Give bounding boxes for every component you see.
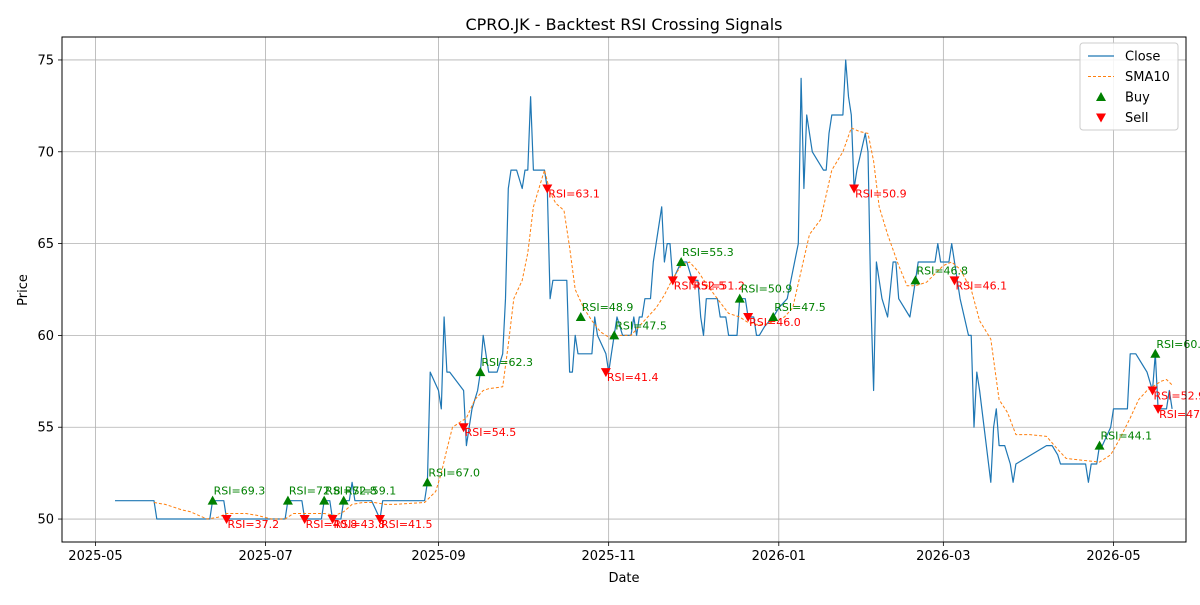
x-tick-label: 2025-05 bbox=[68, 549, 122, 564]
y-tick-label: 75 bbox=[37, 53, 54, 68]
plot-frame bbox=[61, 36, 1187, 543]
x-tick-label: 2026-05 bbox=[1086, 549, 1140, 564]
buy-signal-label: RSI=50.9 bbox=[741, 283, 793, 296]
sell-signal-label: RSI=54.5 bbox=[465, 426, 517, 439]
y-tick-label: 55 bbox=[37, 421, 54, 436]
y-axis-label: Price bbox=[16, 274, 31, 306]
buy-marker bbox=[910, 275, 921, 285]
x-tick-label: 2025-09 bbox=[411, 549, 465, 564]
buy-marker bbox=[338, 495, 349, 505]
legend-sell-marker bbox=[1096, 113, 1106, 123]
y-tick-label: 60 bbox=[37, 329, 54, 344]
buy-signal-label: RSI=48.9 bbox=[582, 301, 634, 314]
sell-marker bbox=[458, 423, 469, 433]
series-layer bbox=[115, 59, 1173, 520]
legend-box bbox=[1079, 42, 1179, 131]
sell-signal-label: RSI=37.2 bbox=[228, 518, 280, 531]
legend-label: SMA10 bbox=[1125, 70, 1170, 85]
buy-marker bbox=[1150, 348, 1161, 358]
sell-marker bbox=[949, 276, 960, 286]
buy-marker bbox=[422, 477, 433, 487]
sell-marker bbox=[299, 515, 310, 525]
legend-label: Buy bbox=[1125, 91, 1150, 106]
sell-signal-label: RSI=41.4 bbox=[607, 371, 659, 384]
sell-signal-label: RSI=52.9 bbox=[1154, 390, 1200, 403]
x-axis-label: Date bbox=[608, 571, 639, 586]
sell-signal-label: RSI=43.8 bbox=[334, 518, 386, 531]
buy-signal-label: RSI=60.8 bbox=[1156, 338, 1200, 351]
buy-marker bbox=[282, 495, 293, 505]
x-tick-label: 2026-03 bbox=[916, 549, 970, 564]
sell-signal-label: RSI=40.8 bbox=[306, 518, 358, 531]
sell-signal-label: RSI=50.9 bbox=[855, 188, 907, 201]
legend-label: Sell bbox=[1125, 111, 1148, 126]
sell-signal-label: RSI=47.9 bbox=[1159, 408, 1200, 421]
buy-signal-label: RSI=55.3 bbox=[682, 246, 734, 259]
chart-title: CPRO.JK - Backtest RSI Crossing Signals bbox=[465, 15, 782, 34]
buy-signal-label: RSI=44.1 bbox=[1101, 430, 1153, 443]
buy-signal-label: RSI=46.8 bbox=[916, 264, 968, 277]
buy-marker bbox=[475, 367, 486, 377]
buy-marker bbox=[768, 312, 779, 322]
sell-marker bbox=[221, 515, 232, 525]
buy-marker bbox=[1094, 440, 1105, 450]
x-tick-label: 2025-11 bbox=[581, 549, 635, 564]
legend-label: Close bbox=[1125, 50, 1160, 65]
sell-marker bbox=[849, 184, 860, 194]
buy-marker bbox=[319, 495, 330, 505]
buy-marker bbox=[676, 256, 687, 266]
buy-signal-label: RSI=72.8 bbox=[289, 485, 341, 498]
sell-signal-label: RSI=52.5 bbox=[674, 279, 726, 292]
legend: Close SMA10 Buy Sell bbox=[1079, 42, 1179, 131]
buy-signal-label: RSI=47.5 bbox=[774, 301, 826, 314]
grid-lines bbox=[62, 37, 1186, 542]
sell-marker bbox=[542, 184, 553, 194]
sell-marker bbox=[743, 313, 754, 323]
sell-signal-label: RSI=63.1 bbox=[548, 188, 600, 201]
sell-signal-label: RSI=41.5 bbox=[381, 518, 433, 531]
buy-signal-label: RSI=69.3 bbox=[214, 485, 266, 498]
buy-signal-label: RSI=62.3 bbox=[481, 356, 533, 369]
sell-marker bbox=[374, 515, 385, 525]
x-tick-label: 2025-07 bbox=[238, 549, 292, 564]
buy-marker bbox=[207, 495, 218, 505]
buy-signal-label: RSI=67.0 bbox=[428, 466, 480, 479]
axis-layer: 2025-05 2025-07 2025-09 2025-11 2026-01 2026-… bbox=[37, 53, 1140, 564]
sell-marker bbox=[327, 515, 338, 525]
buy-signal-label: RSI=47.5 bbox=[615, 319, 667, 332]
y-tick-label: 65 bbox=[37, 237, 54, 252]
sell-signal-label: RSI=46.1 bbox=[956, 279, 1008, 292]
sell-marker bbox=[1153, 404, 1164, 414]
sma10-line bbox=[153, 127, 1173, 520]
sell-marker bbox=[667, 276, 678, 286]
sell-signal-label: RSI=51.2 bbox=[693, 279, 745, 292]
signal-layer: RSI=69.3 RSI=37.2 RSI=72.8 RSI=40.8 RSI=72.8… bbox=[207, 184, 1200, 531]
y-tick-label: 50 bbox=[37, 513, 54, 528]
buy-signal-label: RSI=72.8 bbox=[325, 485, 377, 498]
legend-buy-marker bbox=[1096, 92, 1106, 101]
buy-marker bbox=[734, 293, 745, 303]
sell-marker bbox=[1147, 386, 1158, 396]
sell-signal-label: RSI=46.0 bbox=[749, 316, 801, 329]
buy-signal-label: RSI=59.1 bbox=[345, 485, 397, 498]
sell-marker bbox=[600, 368, 611, 378]
sell-marker bbox=[687, 276, 698, 286]
close-price-line bbox=[115, 59, 1173, 520]
buy-marker bbox=[609, 330, 620, 340]
x-tick-label: 2026-01 bbox=[752, 549, 806, 564]
y-tick-label: 70 bbox=[37, 145, 54, 160]
buy-marker bbox=[575, 312, 586, 322]
